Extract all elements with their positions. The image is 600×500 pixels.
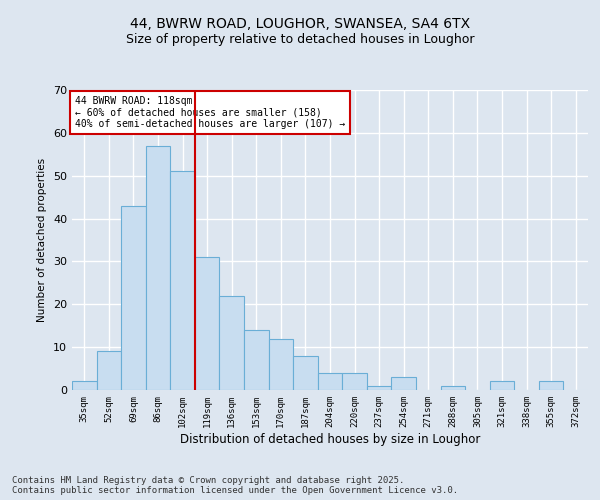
Bar	[539, 382, 563, 390]
Bar	[293, 356, 318, 390]
Bar	[318, 373, 342, 390]
Bar	[97, 352, 121, 390]
Bar	[269, 338, 293, 390]
Bar	[440, 386, 465, 390]
Bar	[146, 146, 170, 390]
Bar	[220, 296, 244, 390]
Bar	[244, 330, 269, 390]
Text: 44, BWRW ROAD, LOUGHOR, SWANSEA, SA4 6TX: 44, BWRW ROAD, LOUGHOR, SWANSEA, SA4 6TX	[130, 18, 470, 32]
Bar	[367, 386, 391, 390]
Bar	[490, 382, 514, 390]
Text: Contains HM Land Registry data © Crown copyright and database right 2025.
Contai: Contains HM Land Registry data © Crown c…	[12, 476, 458, 495]
Bar	[170, 172, 195, 390]
Bar	[121, 206, 146, 390]
Y-axis label: Number of detached properties: Number of detached properties	[37, 158, 47, 322]
Bar	[72, 382, 97, 390]
Bar	[342, 373, 367, 390]
Bar	[391, 377, 416, 390]
Bar	[195, 257, 220, 390]
Text: Size of property relative to detached houses in Loughor: Size of property relative to detached ho…	[126, 32, 474, 46]
X-axis label: Distribution of detached houses by size in Loughor: Distribution of detached houses by size …	[180, 432, 480, 446]
Text: 44 BWRW ROAD: 118sqm
← 60% of detached houses are smaller (158)
40% of semi-deta: 44 BWRW ROAD: 118sqm ← 60% of detached h…	[74, 96, 345, 129]
